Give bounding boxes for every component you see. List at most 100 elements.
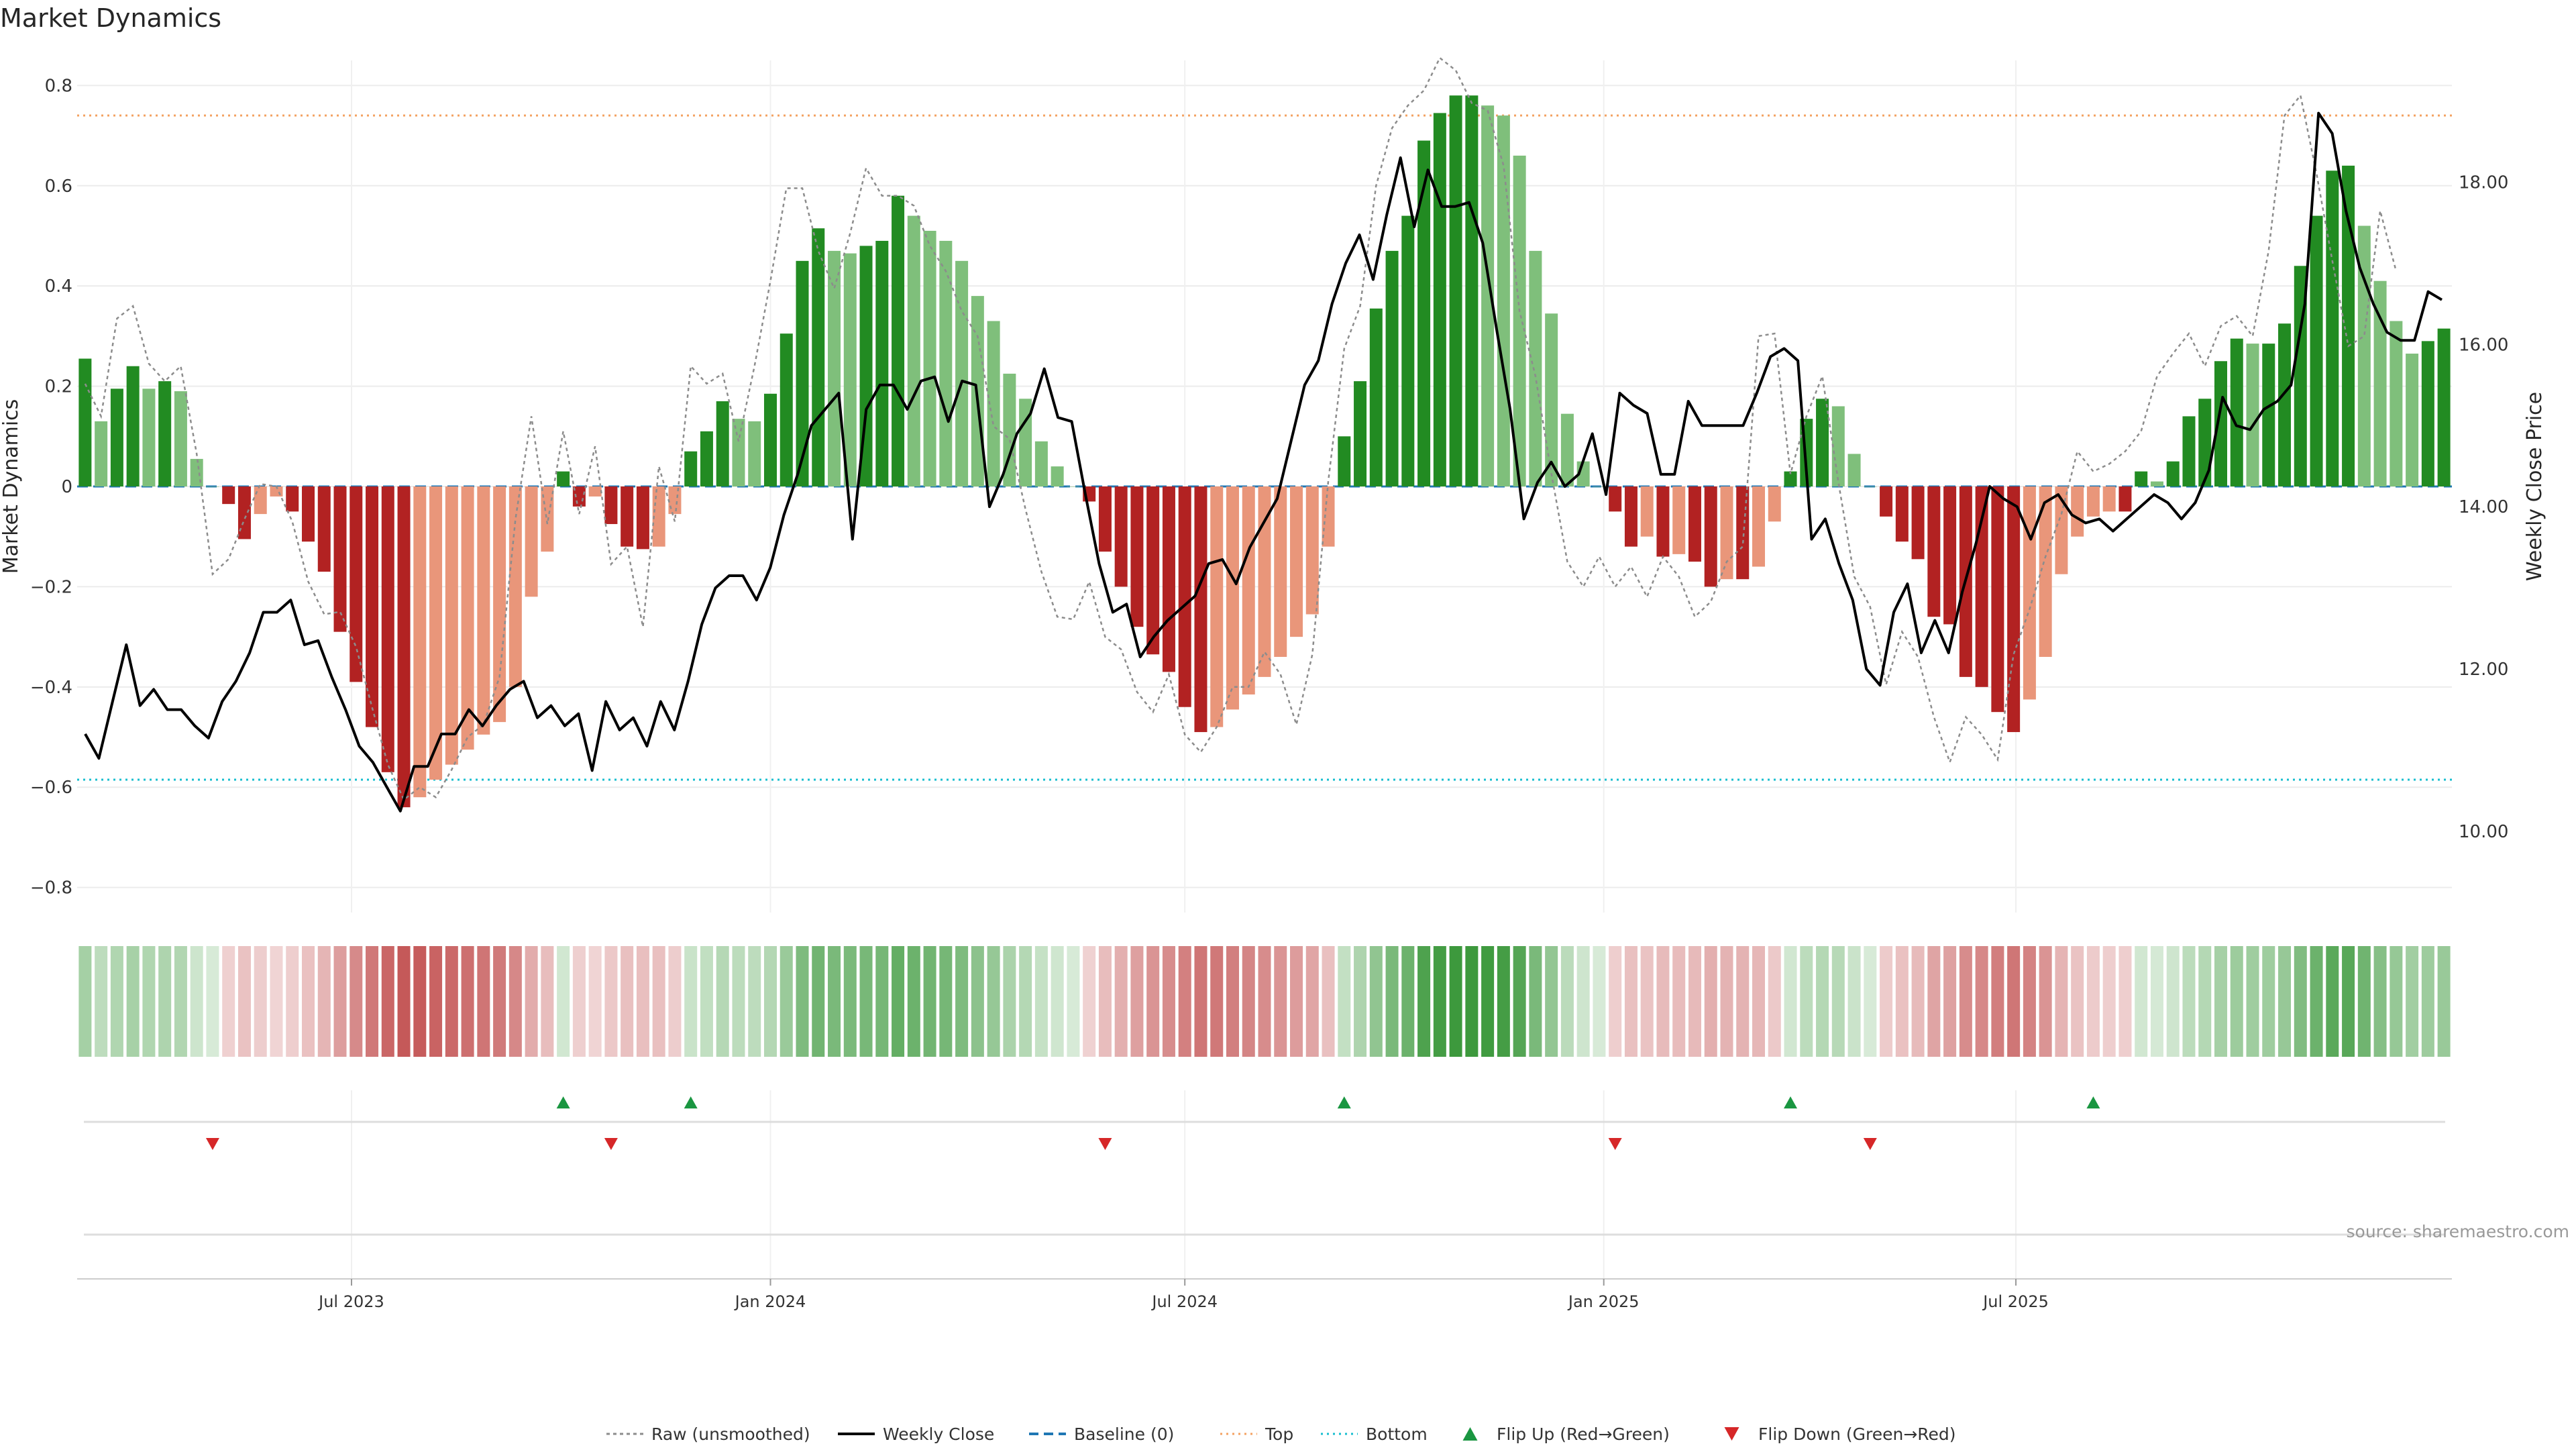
right-axis-title: Weekly Close Price xyxy=(2523,392,2546,581)
heat-cell xyxy=(1831,946,1845,1057)
bar xyxy=(1545,313,1558,486)
heat-cell xyxy=(1433,946,1446,1057)
heat-cell xyxy=(1895,946,1909,1057)
heat-cell xyxy=(525,946,538,1057)
bar xyxy=(2071,486,2084,537)
heat-cell xyxy=(716,946,729,1057)
heat-cell xyxy=(2055,946,2068,1057)
bar xyxy=(588,486,602,497)
bar xyxy=(413,486,427,798)
heat-cell xyxy=(1210,946,1224,1057)
bar xyxy=(2214,361,2228,486)
bar xyxy=(2150,481,2163,486)
legend-label: Weekly Close xyxy=(883,1424,994,1444)
bar xyxy=(2135,471,2148,486)
heat-cell xyxy=(843,946,857,1057)
heat-cell xyxy=(748,946,761,1057)
bar xyxy=(955,260,969,486)
bar xyxy=(1354,381,1367,486)
bar xyxy=(1178,486,1191,707)
heat-cell xyxy=(700,946,713,1057)
heat-cell xyxy=(1338,946,1351,1057)
x-tick-label: Jul 2025 xyxy=(1982,1292,2049,1311)
bar xyxy=(2102,486,2116,512)
heat-cell xyxy=(987,946,1000,1057)
legend-item: Bottom xyxy=(1321,1424,1428,1444)
bar xyxy=(907,215,920,486)
heat-cell xyxy=(621,946,634,1057)
bar xyxy=(445,486,458,765)
heat-cell xyxy=(636,946,649,1057)
heat-cell xyxy=(796,946,809,1057)
heat-cell xyxy=(2342,946,2355,1057)
heat-cell xyxy=(1609,946,1622,1057)
heat-cell xyxy=(2071,946,2084,1057)
bar xyxy=(1513,155,1526,487)
heat-cell xyxy=(557,946,570,1057)
heat-cell xyxy=(1640,946,1654,1057)
left-tick-label: 0.2 xyxy=(45,377,72,397)
bar xyxy=(158,381,172,486)
bar xyxy=(1752,486,1766,567)
heat-cell xyxy=(333,946,347,1057)
bar xyxy=(237,486,251,539)
left-axis-title: Market Dynamics xyxy=(0,399,23,574)
heat-cell xyxy=(652,946,665,1057)
heat-cell xyxy=(1034,946,1048,1057)
heat-cell xyxy=(1322,946,1335,1057)
bar xyxy=(1481,105,1495,486)
heat-cell xyxy=(2166,946,2180,1057)
heat-cell xyxy=(1959,946,1972,1057)
bar xyxy=(2039,486,2052,657)
bar xyxy=(2342,165,2355,486)
bar xyxy=(796,260,809,486)
heat-cell xyxy=(317,946,331,1057)
heat-cell xyxy=(493,946,506,1057)
heat-cell xyxy=(2357,946,2371,1057)
heat-cell xyxy=(270,946,283,1057)
bar xyxy=(1672,486,1686,554)
heat-cell xyxy=(2230,946,2243,1057)
flip-down-marker xyxy=(1098,1138,1112,1150)
left-tick-label: 0 xyxy=(61,477,72,497)
heat-cell xyxy=(1864,946,1877,1057)
bar xyxy=(892,195,905,486)
heat-cell xyxy=(2310,946,2323,1057)
heat-cell xyxy=(1003,946,1016,1057)
heat-cell xyxy=(301,946,315,1057)
heat-cell xyxy=(1194,946,1208,1057)
heat-cell xyxy=(350,946,363,1057)
bar xyxy=(174,391,187,486)
flip-down-marker xyxy=(1608,1138,1622,1150)
legend-label: Flip Up (Red→Green) xyxy=(1497,1424,1670,1444)
heat-cell xyxy=(875,946,889,1057)
bar xyxy=(732,419,745,486)
bar xyxy=(1114,486,1128,587)
heat-cell xyxy=(1560,946,1574,1057)
heat-cell xyxy=(828,946,841,1057)
bar xyxy=(987,321,1000,486)
heat-cell xyxy=(1497,946,1510,1057)
heat-cell xyxy=(2150,946,2163,1057)
heat-cell xyxy=(1529,946,1542,1057)
heat-cell xyxy=(1162,946,1175,1057)
bar xyxy=(2390,321,2403,486)
bar xyxy=(1338,436,1351,486)
bar xyxy=(1831,406,1845,486)
heat-cell xyxy=(2294,946,2307,1057)
heat-cell xyxy=(1290,946,1303,1057)
heat-cell xyxy=(1354,946,1367,1057)
bar xyxy=(1162,486,1175,672)
left-tick-label: 0.6 xyxy=(45,176,72,197)
heat-cell xyxy=(1067,946,1080,1057)
x-tick-label: Jul 2023 xyxy=(317,1292,384,1311)
flip-down-marker xyxy=(205,1138,219,1150)
legend-item: Baseline (0) xyxy=(1029,1424,1174,1444)
bar xyxy=(2310,215,2323,486)
left-axis: 0.8 0.6 0.4 0.2 0 −0.2 −0.4 −0.6 −0.8 Market Dyna… xyxy=(0,76,72,898)
heat-cell xyxy=(2326,946,2339,1057)
bar xyxy=(1051,466,1064,486)
legend: Raw (unsmoothed) Weekly Close Baseline (0)… xyxy=(606,1424,1956,1444)
heat-cell xyxy=(668,946,682,1057)
bar xyxy=(2118,486,2132,512)
